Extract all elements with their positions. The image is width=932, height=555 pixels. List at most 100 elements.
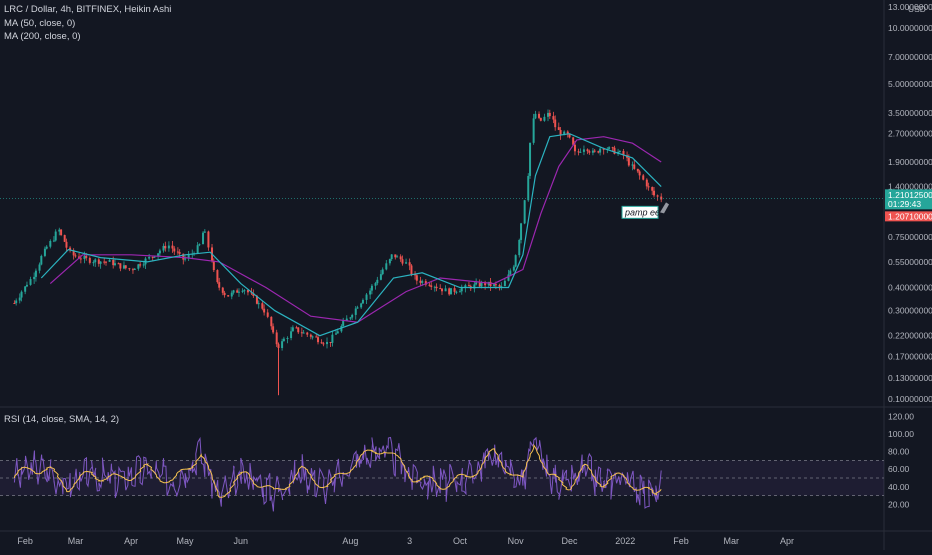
candle-body (586, 149, 589, 152)
candle-body (480, 282, 483, 287)
candle-body (38, 264, 41, 271)
time-tick-label: 2022 (615, 536, 635, 546)
candle-body (306, 332, 309, 335)
candle-body (369, 290, 372, 295)
candle-body (539, 117, 542, 121)
candle-body (320, 342, 323, 344)
candle-body (331, 334, 334, 343)
candle-body (131, 269, 134, 271)
candle-body (441, 288, 443, 292)
candle-body (203, 231, 206, 233)
candle-body (514, 255, 517, 267)
candle-body (164, 245, 167, 249)
candle-body (473, 284, 476, 289)
candle-body (597, 151, 600, 153)
rsi-line (13, 436, 662, 512)
candle-body (266, 312, 269, 317)
candle-body (475, 282, 478, 285)
candle-body (20, 291, 23, 298)
candle-body (178, 252, 181, 254)
candle-body (241, 290, 244, 292)
candle-body (498, 285, 501, 287)
candle-body (345, 318, 348, 321)
candle-body (124, 265, 127, 269)
candle-body (119, 263, 122, 269)
candle-body (507, 274, 510, 281)
candle-body (543, 116, 546, 121)
candle-body (455, 291, 458, 293)
candle-body (518, 239, 521, 256)
price-tick-label: 0.17000000 (888, 351, 932, 361)
candle-body (410, 265, 413, 275)
candles-group (13, 109, 663, 353)
candle-body (158, 250, 161, 254)
candle-body (448, 288, 451, 295)
candle-body (374, 283, 377, 286)
candle-body (599, 148, 602, 153)
candle-body (349, 317, 352, 319)
time-tick-label: 3 (407, 536, 412, 546)
candle-body (385, 263, 388, 270)
rsi-ma-line (13, 443, 662, 498)
candle-body (198, 244, 201, 246)
candle-body (58, 229, 61, 232)
candle-body (396, 256, 399, 258)
candle-body (631, 164, 634, 166)
candle-body (527, 175, 530, 201)
time-tick-label: Dec (562, 536, 579, 546)
candle-body (153, 256, 156, 258)
candle-body (572, 137, 575, 145)
price-axis-unit: USD (908, 4, 926, 14)
candle-body (529, 142, 532, 176)
candle-body (419, 280, 422, 283)
candle-body (512, 266, 515, 271)
candle-body (439, 288, 442, 290)
candle-body (128, 268, 131, 270)
candle-body (263, 308, 266, 313)
candle-body (520, 223, 523, 240)
candle-body (49, 241, 52, 247)
candle-body (381, 269, 384, 275)
rsi-tick-label: 120.00 (888, 411, 914, 421)
candle-body (117, 263, 120, 265)
candle-body (340, 325, 343, 332)
candle-body (243, 290, 246, 292)
candle-body (24, 286, 27, 292)
candle-body (232, 290, 235, 293)
candle-body (588, 151, 591, 153)
candle-body (582, 149, 585, 152)
rsi-tick-label: 40.00 (888, 482, 910, 492)
time-tick-label: Mar (724, 536, 740, 546)
candle-body (40, 255, 43, 265)
last-price-badge (885, 189, 932, 210)
time-tick-label: Jun (234, 536, 249, 546)
candle-body (388, 259, 391, 264)
candle-body (593, 150, 596, 152)
candle-body (85, 255, 88, 258)
candle-body (317, 337, 320, 343)
candle-body (557, 127, 560, 131)
candle-body (148, 256, 151, 259)
candle-body (608, 147, 611, 149)
candle-body (309, 334, 312, 337)
candle-body (72, 250, 75, 256)
candle-body (433, 286, 436, 288)
candle-body (414, 274, 417, 276)
candle-body (424, 281, 427, 285)
candle-body (99, 261, 102, 264)
candle-body (351, 314, 354, 318)
candle-body (302, 332, 305, 334)
candle-body (579, 151, 582, 153)
candle-body (633, 164, 636, 169)
candle-body (379, 274, 382, 280)
candle-body (122, 265, 125, 269)
candle-body (467, 285, 470, 287)
candle-body (613, 147, 616, 154)
candle-body (60, 229, 63, 236)
candle-body (622, 150, 625, 156)
candle-body (636, 168, 639, 172)
candle-body (390, 254, 393, 260)
candle-body (489, 281, 492, 287)
